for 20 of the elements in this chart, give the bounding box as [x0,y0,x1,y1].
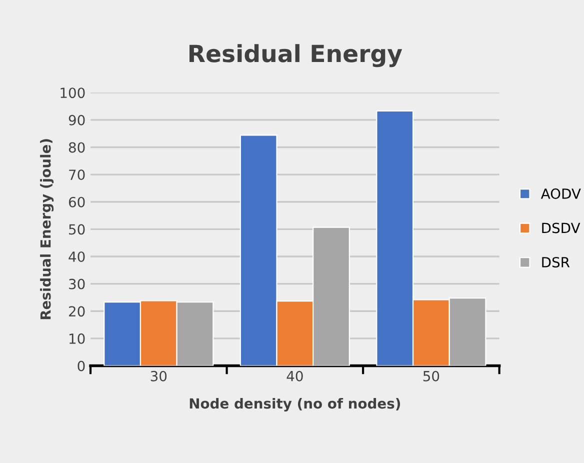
legend-label: AODV [540,188,581,199]
x-axis-title: Node density (no of nodes) [190,398,400,412]
x-tick-label: 50 [423,370,440,382]
y-tick-label: 70 [69,170,85,180]
y-tick-label: 90 [68,114,85,126]
legend-label: DSR [542,256,570,268]
y-tick-label: 50 [69,224,85,235]
y-tick-label: 40 [68,251,85,262]
y-axis-title: Residual Energy (joule) [40,139,54,320]
legend-label: DSDV [542,222,580,234]
x-tick-label: 40 [286,370,303,382]
y-tick-label: 80 [68,142,85,153]
x-tick-label: 30 [150,370,167,382]
y-tick-label: 20 [69,306,85,317]
y-tick-label: 100 [60,88,85,98]
y-tick-label: 60 [68,196,85,208]
y-tick-label: 30 [69,278,85,290]
chart-title: Residual Energy [189,44,402,68]
y-tick-label: 0 [78,360,85,372]
y-tick-label: 10 [70,333,85,344]
